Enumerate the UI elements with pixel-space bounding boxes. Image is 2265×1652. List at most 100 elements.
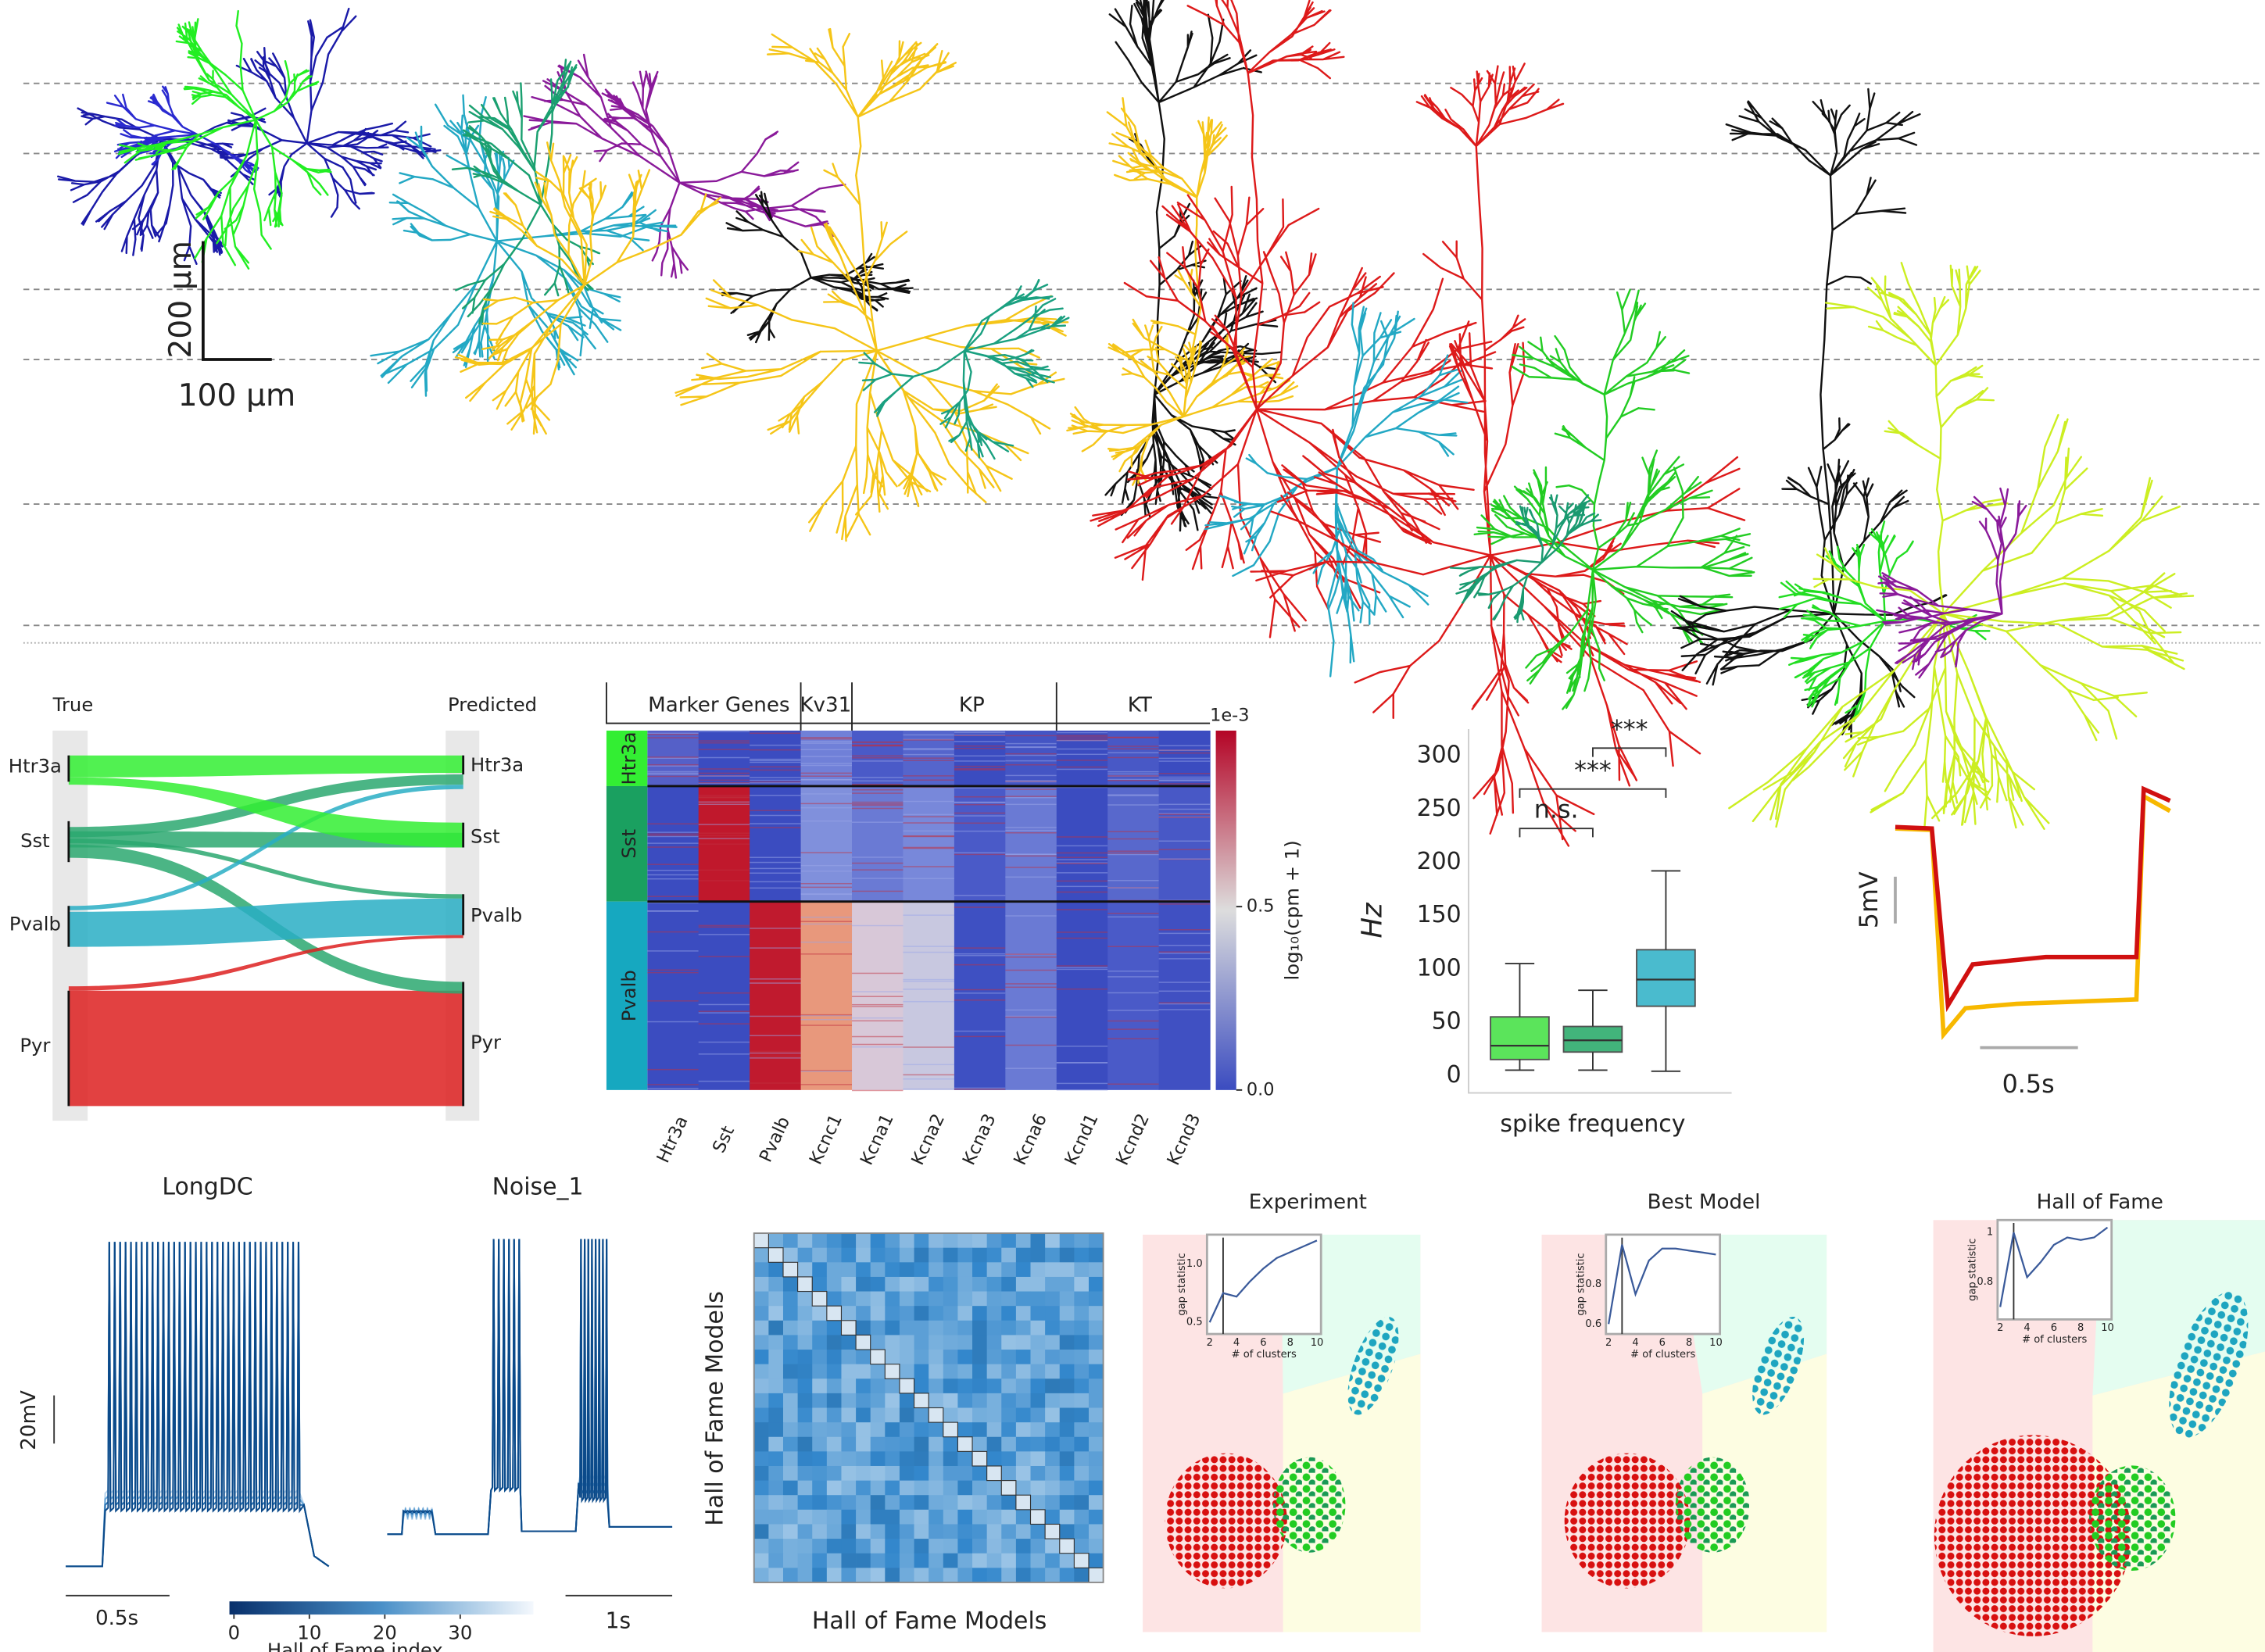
matrix-cell bbox=[826, 1568, 842, 1583]
heatmap-stripe bbox=[698, 772, 750, 774]
gap-line bbox=[1999, 1226, 2109, 1307]
matrix-cell bbox=[1001, 1407, 1017, 1423]
matrix-cell bbox=[1030, 1495, 1046, 1511]
matrix-cell bbox=[812, 1364, 828, 1379]
heatmap-stripe bbox=[954, 953, 1006, 955]
matrix-cell bbox=[768, 1306, 784, 1321]
flow bbox=[68, 898, 463, 947]
gene-group-label: Kv31 bbox=[800, 694, 851, 717]
matrix-cell bbox=[957, 1393, 973, 1408]
heatmap-stripe bbox=[1056, 931, 1108, 933]
heatmap-stripe bbox=[903, 951, 954, 953]
node-label: Sst bbox=[471, 824, 500, 847]
diagonal-block bbox=[870, 1349, 886, 1365]
heatmap-stripe bbox=[698, 775, 750, 777]
matrix-cell bbox=[1045, 1320, 1061, 1336]
diagonal-block bbox=[797, 1276, 813, 1293]
heatmap-stripe bbox=[954, 765, 1006, 767]
inset bbox=[1996, 1218, 2113, 1321]
matrix-cell bbox=[986, 1422, 1002, 1438]
heatmap-stripe bbox=[800, 775, 853, 777]
matrix-cell bbox=[929, 1524, 944, 1539]
matrix-cell bbox=[753, 1364, 769, 1379]
matrix-cell bbox=[929, 1568, 944, 1583]
matrix-cell bbox=[914, 1407, 929, 1423]
matrix-cell bbox=[972, 1320, 988, 1336]
x-axis-label: # of clusters bbox=[1232, 1349, 1297, 1361]
heatmap-stripe bbox=[1005, 781, 1057, 783]
heatmap-stripe bbox=[1158, 945, 1211, 946]
trace bbox=[1895, 785, 2171, 1013]
matrix-cell bbox=[986, 1407, 1002, 1423]
matrix-cell bbox=[812, 1306, 828, 1321]
matrix-cell bbox=[1074, 1378, 1090, 1394]
matrix-cell bbox=[797, 1509, 813, 1525]
tick-label: 4 bbox=[1632, 1337, 1638, 1349]
neuron-morphology bbox=[1728, 262, 2195, 830]
heatmap-stripe bbox=[647, 831, 699, 833]
matrix-cell bbox=[841, 1509, 857, 1525]
matrix-cell bbox=[797, 1393, 813, 1408]
matrix-cell bbox=[753, 1262, 769, 1278]
matrix-cell bbox=[753, 1291, 769, 1307]
heatmap-stripe bbox=[1107, 775, 1159, 777]
heatmap-cell bbox=[1107, 901, 1160, 1090]
heatmap-stripe bbox=[1107, 1038, 1159, 1039]
heatmap-stripe bbox=[954, 769, 1006, 771]
heatmap-cell bbox=[1056, 901, 1108, 1090]
matrix-cell bbox=[826, 1451, 842, 1467]
y-axis-label: gap statistic bbox=[1575, 1253, 1587, 1315]
matrix-cell bbox=[1045, 1451, 1061, 1467]
matrix-cell bbox=[797, 1306, 813, 1321]
matrix-cell bbox=[782, 1276, 798, 1292]
matrix-cell bbox=[1030, 1393, 1046, 1408]
matrix-cell bbox=[1045, 1335, 1061, 1350]
matrix-cell bbox=[841, 1393, 857, 1408]
matrix-cell bbox=[753, 1320, 769, 1336]
neuron-morphology bbox=[1104, 0, 1283, 532]
heatmap-cell bbox=[852, 901, 904, 1090]
matrix-cell bbox=[782, 1291, 798, 1307]
matrix-cell bbox=[1088, 1539, 1104, 1554]
matrix-cell bbox=[1045, 1465, 1061, 1481]
matrix-cell bbox=[1045, 1291, 1061, 1307]
matrix-cell bbox=[753, 1378, 769, 1394]
matrix-cell bbox=[914, 1553, 929, 1568]
neuron-morphology bbox=[370, 94, 678, 397]
tick-label: 10 bbox=[1311, 1337, 1324, 1349]
matrix-cell bbox=[841, 1553, 857, 1568]
heatmap-stripe bbox=[1107, 771, 1159, 773]
heatmap-cell bbox=[1056, 785, 1108, 902]
heatmap-stripe bbox=[800, 741, 853, 742]
heatmap-stripe bbox=[750, 795, 801, 796]
matrix-cell bbox=[885, 1335, 900, 1350]
heatmap-stripe bbox=[1005, 763, 1057, 766]
heatmap-stripe bbox=[1107, 1083, 1159, 1085]
matrix-cell bbox=[768, 1350, 784, 1365]
matrix-cell bbox=[797, 1291, 813, 1307]
matrix-cell bbox=[957, 1465, 973, 1481]
matrix-cell bbox=[1001, 1568, 1017, 1583]
gene-group-label: Marker Genes bbox=[648, 694, 789, 717]
matrix-cell bbox=[841, 1480, 857, 1496]
matrix-cell bbox=[1088, 1378, 1104, 1394]
matrix-cell bbox=[885, 1407, 900, 1423]
matrix-cell bbox=[782, 1393, 798, 1408]
matrix-cell bbox=[1015, 1451, 1031, 1467]
matrix-cell bbox=[1001, 1495, 1017, 1511]
matrix-cell bbox=[943, 1509, 958, 1525]
diagonal-block bbox=[1029, 1509, 1046, 1525]
matrix-cell bbox=[914, 1364, 929, 1379]
panel-title: Best Model bbox=[1648, 1190, 1761, 1214]
matrix-cell bbox=[899, 1291, 914, 1307]
heatmap-stripe bbox=[647, 931, 699, 933]
matrix-cell bbox=[1074, 1350, 1090, 1365]
node-label: Pvalb bbox=[471, 903, 522, 926]
matrix-cell bbox=[972, 1364, 988, 1379]
heatmap-stripe bbox=[903, 753, 954, 756]
heatmap-stripe bbox=[800, 793, 853, 795]
heatmap-stripe bbox=[647, 823, 699, 824]
matrix-cell bbox=[826, 1276, 842, 1292]
matrix-cell bbox=[914, 1568, 929, 1583]
node-label: Pvalb bbox=[9, 913, 61, 935]
